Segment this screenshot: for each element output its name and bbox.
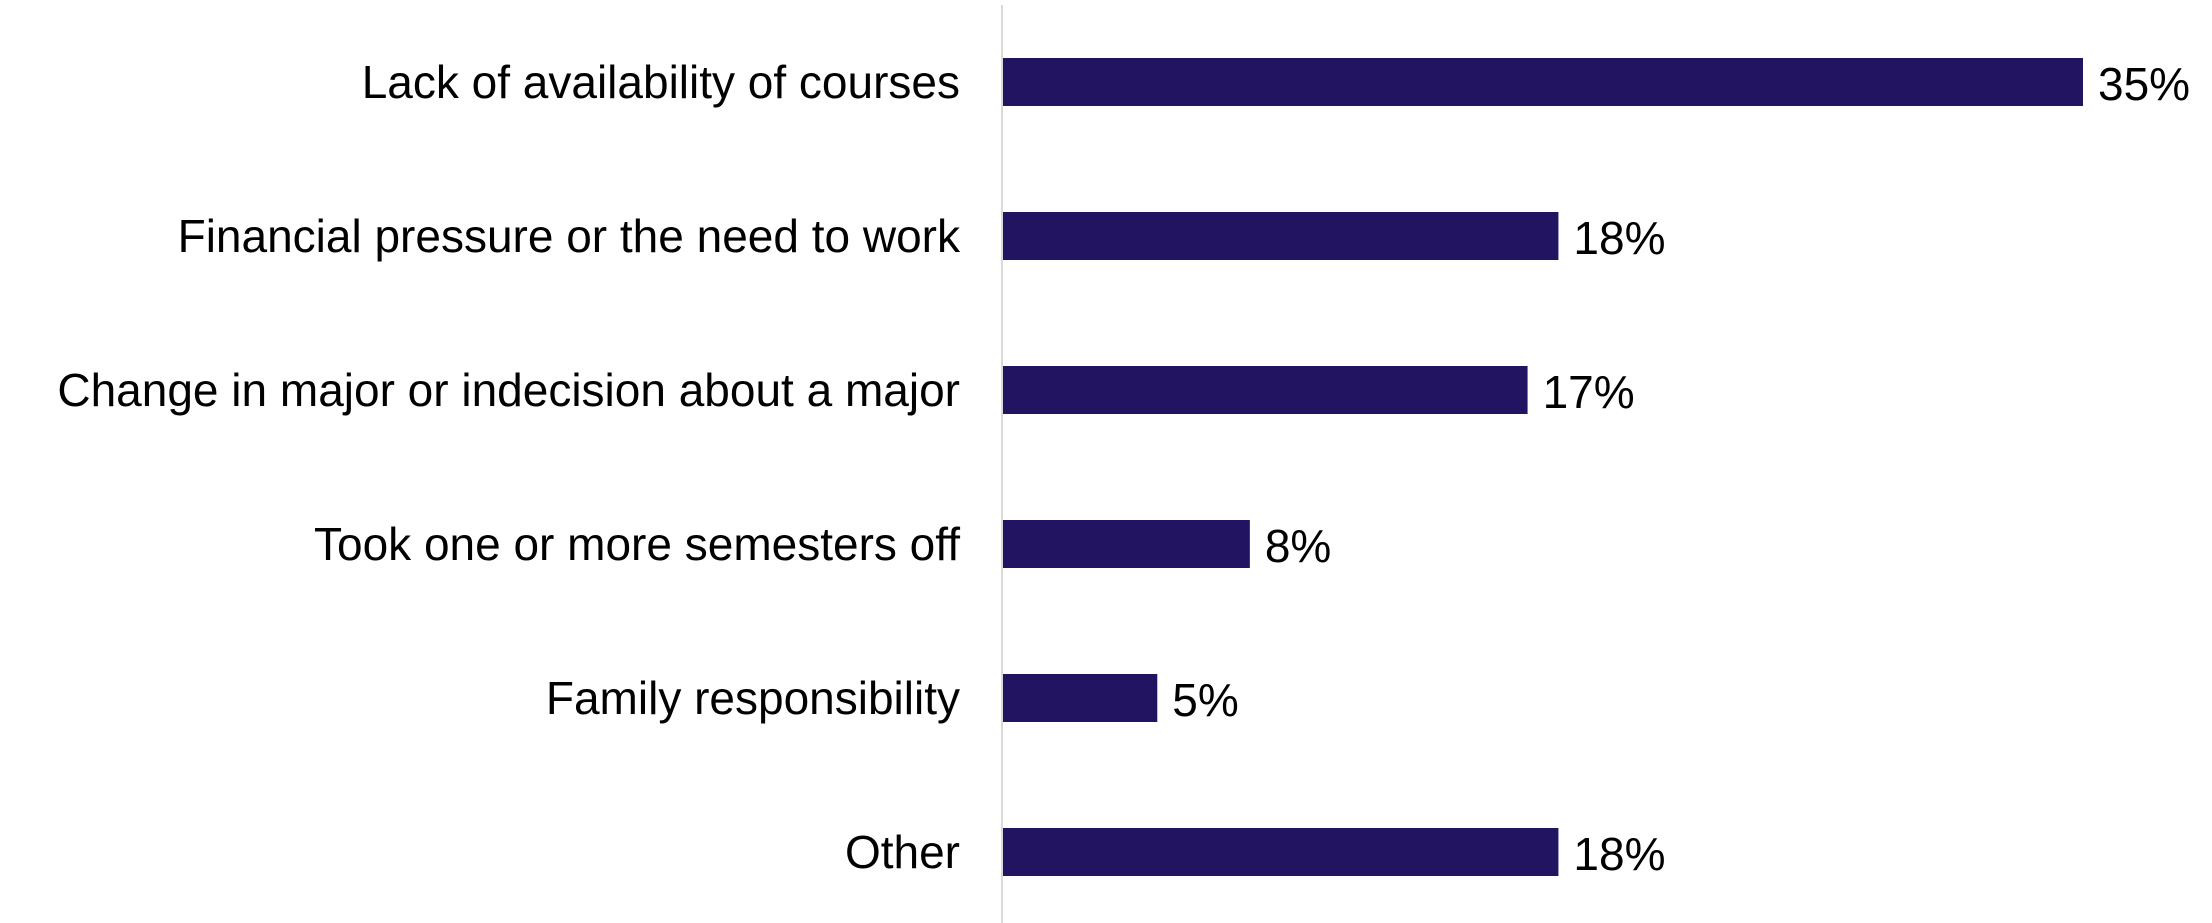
labels-layer: Lack of availability of courses 35% Financ… xyxy=(57,56,2190,880)
bar-1 xyxy=(1003,212,1559,260)
category-label: Change in major or indecision about a ma… xyxy=(57,364,960,416)
value-label: 17% xyxy=(1543,366,1635,418)
value-label: 5% xyxy=(1172,674,1238,726)
category-label: Family responsibility xyxy=(546,672,960,724)
bars-layer xyxy=(1003,58,2083,876)
bar-3 xyxy=(1003,520,1250,568)
category-label: Took one or more semesters off xyxy=(314,518,960,570)
bar-5 xyxy=(1003,828,1559,876)
bar-4 xyxy=(1003,674,1158,722)
value-label: 8% xyxy=(1265,520,1331,572)
bar-0 xyxy=(1003,58,2083,106)
bar-2 xyxy=(1003,366,1528,414)
category-label: Lack of availability of courses xyxy=(362,56,960,108)
value-label: 35% xyxy=(2098,58,2190,110)
value-label: 18% xyxy=(1573,828,1665,880)
category-label: Financial pressure or the need to work xyxy=(178,210,961,262)
category-label: Other xyxy=(845,826,960,878)
value-label: 18% xyxy=(1573,212,1665,264)
